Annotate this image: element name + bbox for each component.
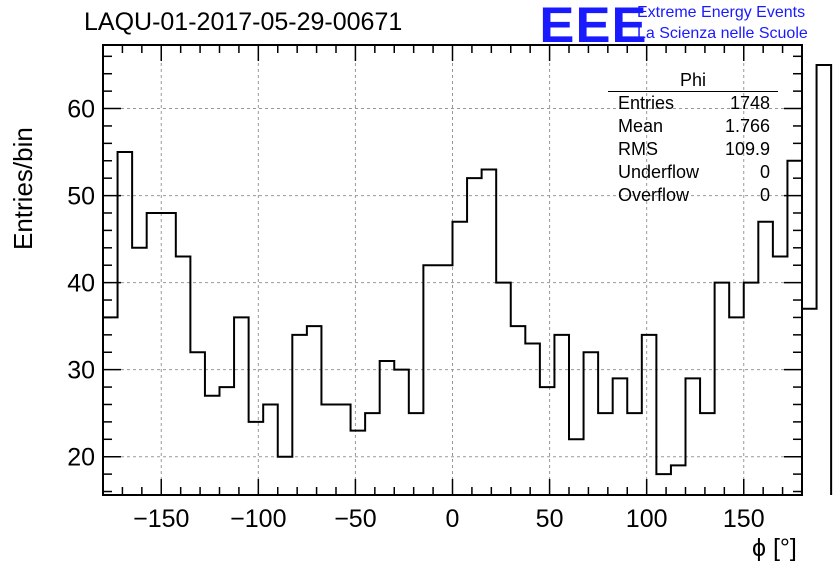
run-title: LAQU-01-2017-05-29-00671 — [84, 8, 403, 36]
stats-box: Phi Entries 1748 Mean 1.766 RMS 109.9 Under… — [608, 70, 778, 207]
y-axis-label: Entries/bin — [8, 127, 38, 250]
x-tick-label: 0 — [446, 505, 460, 533]
x-axis-label: ϕ [°] — [752, 534, 797, 562]
stats-title: Phi — [608, 70, 778, 92]
brand-text: Extreme Energy Events La Scienza nelle S… — [637, 2, 808, 44]
y-tick-label: 20 — [67, 444, 95, 472]
stats-value: 1748 — [729, 93, 770, 113]
x-tick-label: −50 — [334, 505, 376, 533]
x-tick-label: −150 — [133, 505, 189, 533]
histogram-step-line — [102, 64, 833, 495]
stats-label: Underflow — [618, 162, 700, 182]
stats-row-overflow: Overflow 0 — [608, 184, 778, 207]
stats-row-rms: RMS 109.9 — [608, 138, 778, 161]
y-tick-label: 50 — [67, 183, 95, 211]
x-tick-label: −100 — [230, 505, 286, 533]
brand-line-2: La Scienza nelle Scuole — [637, 25, 808, 42]
y-tick-label: 30 — [67, 357, 95, 385]
stats-row-mean: Mean 1.766 — [608, 115, 778, 138]
stats-label: Overflow — [618, 185, 690, 205]
stats-label: RMS — [618, 139, 658, 159]
stats-value: 1.766 — [724, 116, 770, 136]
stats-label: Entries — [618, 93, 675, 113]
grid-lines — [103, 45, 802, 495]
x-tick-label: 50 — [536, 505, 564, 533]
stats-value: 0 — [759, 162, 770, 182]
tick-labels: −150 −100 −50 0 50 100 150 20 30 40 50 60 — [67, 96, 764, 533]
eee-logo: EEE — [539, 0, 648, 53]
stats-row-entries: Entries 1748 — [608, 92, 778, 115]
y-tick-label: 40 — [67, 270, 95, 298]
y-tick-label: 60 — [67, 96, 95, 124]
brand-line-1: Extreme Energy Events — [637, 4, 806, 21]
stats-value: 0 — [759, 185, 770, 205]
stats-value: 109.9 — [724, 139, 770, 159]
x-tick-label: 100 — [626, 505, 668, 533]
stats-label: Mean — [618, 116, 664, 136]
stats-row-underflow: Underflow 0 — [608, 161, 778, 184]
x-tick-label: 150 — [723, 505, 765, 533]
